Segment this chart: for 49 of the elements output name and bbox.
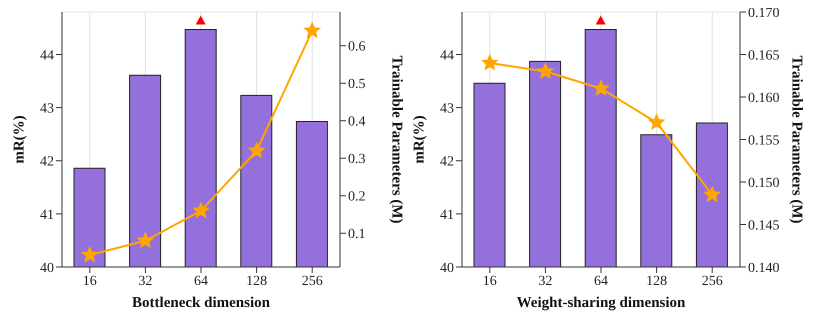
y2-tick-label: 0.145 — [748, 218, 780, 234]
y2-tick-label: 0.6 — [348, 40, 366, 55]
point — [304, 22, 320, 38]
x-tick-label: 32 — [538, 274, 552, 289]
point — [592, 80, 610, 96]
x-tick-label: 128 — [246, 274, 268, 289]
point — [537, 63, 554, 78]
point — [704, 186, 720, 202]
x-tick-label: 64 — [594, 274, 608, 289]
y-axis-title: mR(%) — [11, 115, 28, 164]
y-tick-label: 41 — [40, 208, 54, 223]
x-axis-title: Weight-sharing dimension — [516, 295, 686, 311]
y2-axis-title: Trainable Parameters (M) — [388, 56, 405, 224]
y2-tick-label: 0.4 — [348, 114, 366, 130]
y2-tick-label: 0.165 — [748, 48, 780, 64]
point — [248, 142, 265, 158]
y-tick-label: 43 — [440, 102, 454, 117]
y2-tick-label: 0.1 — [348, 227, 366, 242]
x-tick-label: 256 — [302, 274, 323, 289]
y2-tick-label: 0.160 — [748, 90, 780, 106]
y2-tick-label: 0.155 — [748, 133, 780, 148]
point — [648, 114, 665, 130]
point — [482, 54, 498, 70]
point — [82, 246, 98, 262]
y-tick-label: 44 — [40, 48, 54, 64]
y2-tick-label: 0.5 — [348, 77, 366, 92]
x-axis-title: Bottleneck dimension — [132, 295, 271, 311]
y2-tick-label: 0.150 — [748, 176, 780, 191]
y2-axis-title: Trainable Parameters (M) — [788, 56, 805, 224]
x-tick-label: 64 — [194, 274, 208, 289]
y2-tick-label: 0.3 — [348, 152, 366, 168]
y-tick-label: 41 — [440, 208, 454, 223]
y-tick-label: 42 — [440, 154, 454, 170]
x-tick-label: 16 — [482, 274, 497, 289]
y2-tick-label: 0.2 — [348, 190, 366, 205]
point — [192, 202, 210, 218]
x-tick-label: 128 — [646, 274, 668, 289]
y2-tick-label: 0.140 — [748, 260, 780, 276]
point — [137, 232, 154, 248]
y-tick-label: 40 — [440, 260, 454, 276]
y-tick-label: 44 — [440, 48, 454, 64]
y-axis-title: mR(%) — [411, 115, 428, 164]
y-tick-label: 43 — [40, 102, 54, 117]
x-tick-label: 32 — [138, 274, 152, 289]
y2-tick-label: 0.170 — [748, 6, 780, 21]
y-tick-label: 42 — [40, 154, 54, 170]
y-tick-label: 40 — [40, 260, 54, 276]
x-tick-label: 16 — [82, 274, 97, 289]
x-tick-label: 256 — [702, 274, 723, 289]
